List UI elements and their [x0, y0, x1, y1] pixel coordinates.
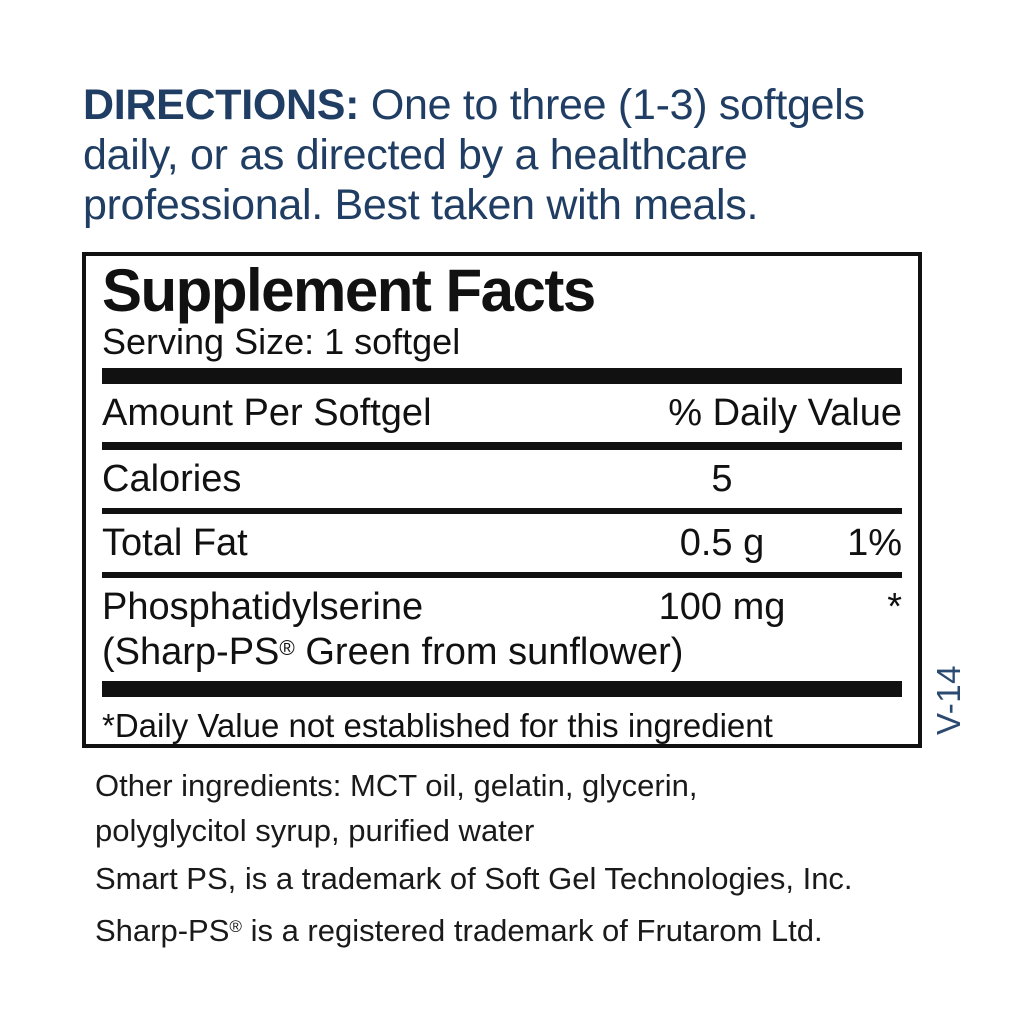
thick-rule-top — [102, 368, 902, 384]
other-ingredients-line-2: polyglycitol syrup, purified water — [95, 813, 535, 848]
nutrient-amount: 0.5 g — [679, 522, 765, 564]
supplement-facts-panel: Supplement Facts Serving Size: 1 softgel… — [82, 252, 922, 748]
directions-line-1-text: One to three (1-3) softgels — [359, 81, 865, 129]
nutrient-detail: (Sharp-PS® Green from sunflower) — [102, 631, 684, 673]
daily-value-footnote: *Daily Value not established for this in… — [102, 707, 773, 744]
daily-value-column-header: % Daily Value — [668, 392, 902, 434]
directions-label: DIRECTIONS: — [83, 81, 360, 129]
row-rule — [102, 508, 902, 514]
nutrient-name: Phosphatidylserine — [102, 586, 424, 628]
directions-line-2: daily, or as directed by a healthcare — [83, 131, 748, 179]
amount-column-header: Amount Per Softgel — [102, 392, 432, 434]
nutrient-daily-value: 1% — [847, 522, 902, 564]
table-row-phosphatidylserine: Phosphatidylserine 100 mg * — [102, 578, 902, 628]
directions-line-3: professional. Best taken with meals. — [83, 181, 759, 229]
table-header-row: Amount Per Softgel % Daily Value — [102, 384, 902, 442]
vertical-version-code: V-14 — [926, 652, 972, 748]
nutrient-name: Total Fat — [102, 522, 248, 564]
supplement-facts-title: Supplement Facts — [102, 257, 596, 324]
header-rule — [102, 442, 902, 450]
trademark-note-1: Smart PS, is a trademark of Soft Gel Tec… — [95, 861, 853, 896]
directions-paragraph: DIRECTIONS: One to three (1-3) softgels … — [83, 80, 983, 230]
table-row-calories: Calories 5 — [102, 450, 902, 508]
row-rule — [102, 572, 902, 578]
other-ingredients-line-1: Other ingredients: MCT oil, gelatin, gly… — [95, 768, 698, 803]
nutrient-daily-value: * — [887, 586, 902, 628]
thick-rule-bottom — [102, 681, 902, 697]
bottom-notes: Other ingredients: MCT oil, gelatin, gly… — [95, 763, 995, 953]
directions-line-1: DIRECTIONS: One to three (1-3) softgels — [83, 80, 983, 130]
nutrient-amount: 100 mg — [658, 586, 786, 628]
nutrient-name: Calories — [102, 458, 242, 500]
nutrient-amount: 5 — [711, 458, 733, 500]
trademark-note-2: Sharp-PS® is a registered trademark of F… — [95, 913, 823, 948]
table-row-total-fat: Total Fat 0.5 g 1% — [102, 514, 902, 572]
vertical-version-code-text: V-14 — [930, 665, 968, 735]
serving-size: Serving Size: 1 softgel — [102, 321, 461, 362]
